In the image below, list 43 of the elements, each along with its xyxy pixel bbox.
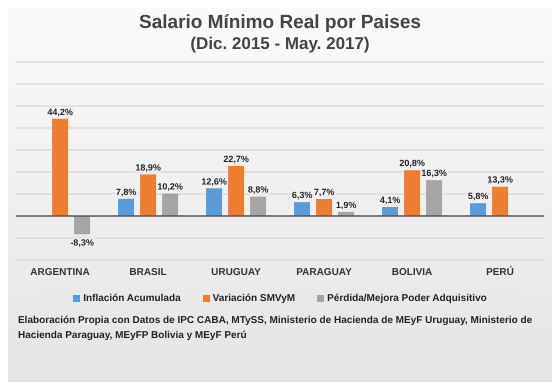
bar [316,199,332,216]
data-label: 5,8% [468,191,488,202]
chart-title: Salario Mínimo Real por Paises [138,11,422,34]
x-tick-label: PARAGUAY [296,267,352,278]
data-label: 6,3% [292,190,312,200]
text: Elaboración Propia con Datos de IPC CABA, MTySS, Ministerio de Hacienda de MEyF Uruguay, Ministerio de Hacienda Paraguay, MEyFP Bolivia y MEyF Perú [17,314,534,343]
bar [74,216,90,234]
x-tick-label: BOLIVIA [392,267,432,278]
x-tick-label: ARGENTINA [30,267,90,278]
data-label: 20,8% [399,158,425,168]
data-label: 1,9% [336,200,356,210]
x-tick-label: PERÚ [486,266,514,278]
bar [228,166,244,216]
data-label: 44,2% [47,106,73,117]
bar [294,202,310,216]
bar [162,194,178,216]
data-label: 16,3% [421,168,447,178]
bar [426,180,442,216]
chart-subtitle: (Dic. 2015 - May. 2017) [189,34,371,54]
data-label: 7,7% [314,187,334,198]
bar [118,198,134,216]
bar [206,188,222,216]
data-label: 8,8% [248,184,268,195]
data-label: 18,9% [135,162,161,172]
bar [404,170,420,216]
bar [492,186,508,216]
bar [52,118,68,216]
x-tick-label: URUGUAY [211,267,262,278]
legend-label: Variación SMVyM [212,293,296,304]
data-label: 13,3% [487,174,513,185]
legend-label: Inflación Acumulada [82,293,181,304]
bar [382,206,398,216]
bar [250,196,266,216]
legend-label: Pérdida/Mejora Poder Adquisitivo [326,293,487,304]
data-label: 7,8% [116,186,136,197]
x-tick-label: BRASIL [129,267,167,278]
data-label: 12,6% [201,176,227,186]
bar [140,174,156,216]
data-label: 22,7% [223,154,249,164]
data-label: -8,3% [70,237,94,248]
bar [470,203,486,216]
data-label: 4,1% [380,194,400,205]
data-label: 10,2% [157,182,183,192]
